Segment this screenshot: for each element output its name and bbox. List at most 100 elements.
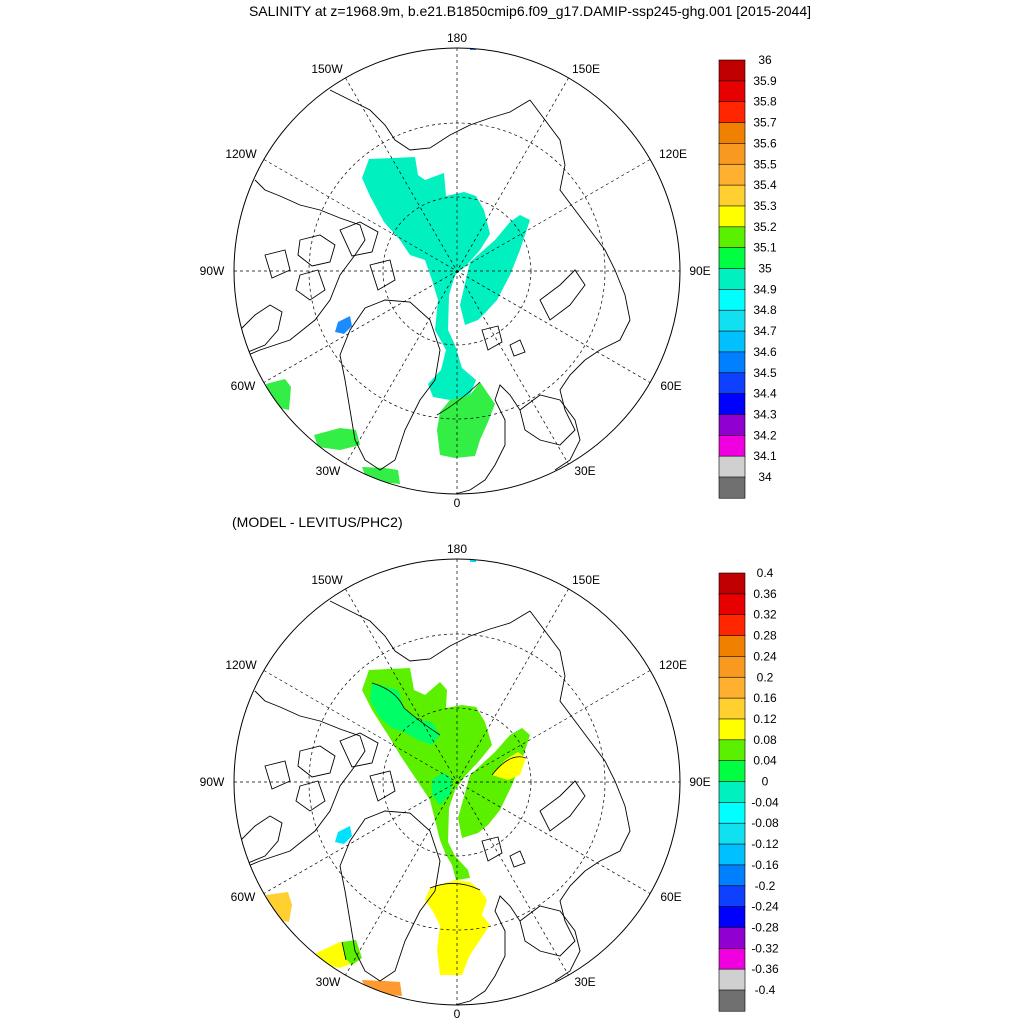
top-colorbar-swatch xyxy=(718,163,746,186)
bottom-colorbar-swatch xyxy=(718,697,746,720)
bottom-lon-120w: 120W xyxy=(225,658,257,672)
bottom-colorbar-swatch xyxy=(718,885,746,908)
bottom-lon-180: 180 xyxy=(447,542,467,556)
top-title: SALINITY at z=1968.9m, b.e21.B1850cmip6.… xyxy=(249,3,811,19)
top-colorbar-swatch xyxy=(718,476,746,499)
bottom-colorbar-label: 0.12 xyxy=(753,712,777,726)
bottom-lon-150w: 150W xyxy=(311,573,343,587)
top-colorbar-swatch xyxy=(718,247,746,270)
bottom-colorbar-swatch xyxy=(718,656,746,678)
bottom-colorbar-swatch xyxy=(718,802,746,824)
top-lon-150w: 150W xyxy=(311,62,343,76)
bottom-colorbar-label: -0.16 xyxy=(751,858,779,872)
bottom-colorbar-swatch xyxy=(718,614,746,637)
top-colorbar-label: 34 xyxy=(758,470,772,484)
top-colorbar-label: 34.5 xyxy=(753,366,777,380)
top-colorbar-swatch xyxy=(718,268,746,291)
bottom-coast-europe xyxy=(454,870,586,1005)
top-colorbar-swatch xyxy=(718,226,746,249)
top-field-central-arctic xyxy=(362,157,490,400)
top-lon-30w: 30W xyxy=(316,464,341,478)
bottom-colorbar-label: 0.28 xyxy=(753,629,777,643)
top-colorbar-swatch xyxy=(718,122,746,145)
bottom-colorbar-label: 0.16 xyxy=(753,691,777,705)
top-lon-150e: 150E xyxy=(572,62,600,76)
bottom-colorbar-swatch xyxy=(718,739,746,762)
bottom-colorbar-swatch xyxy=(718,989,746,1012)
bottom-title: (MODEL - LEVITUS/PHC2) xyxy=(232,514,403,530)
top-colorbar-label: 34.9 xyxy=(753,282,777,296)
top-colorbar-swatch xyxy=(718,205,746,228)
bottom-colorbar-label: -0.08 xyxy=(751,816,779,830)
bottom-colorbar-swatch xyxy=(718,718,746,741)
top-field-labrador xyxy=(266,379,291,410)
top-colorbar-label: 35.5 xyxy=(753,157,777,171)
top-colorbar-label: 35.9 xyxy=(753,74,777,88)
top-colorbar-label: 34.6 xyxy=(753,345,777,359)
bottom-colorbar-swatch xyxy=(718,947,746,970)
top-colorbar-swatch xyxy=(718,434,746,457)
bottom-colorbar-label: -0.28 xyxy=(751,920,779,934)
bottom-coast-scandinavia xyxy=(519,905,581,982)
bottom-map: 180 150E 120E 90E 60E 30E 0 30W 60W 90W … xyxy=(200,542,711,1021)
top-coast-novaya xyxy=(539,269,586,321)
top-coast-europe xyxy=(454,359,586,494)
bottom-coast-islands xyxy=(264,732,396,812)
top-graticule xyxy=(233,47,681,495)
top-colorbar-label: 34.3 xyxy=(753,407,777,421)
top-field-greenland-sea xyxy=(314,428,360,450)
top-coast-siberia xyxy=(529,99,631,361)
bottom-coast-siberia xyxy=(529,610,631,872)
bottom-colorbar-label: 0.24 xyxy=(753,649,777,663)
bottom-lon-30e: 30E xyxy=(574,975,595,989)
top-colorbar-label: 34.7 xyxy=(753,324,777,338)
top-colorbar-label: 35.1 xyxy=(753,241,777,255)
top-contour xyxy=(436,381,481,416)
top-colorbar-label: 36 xyxy=(758,53,772,67)
top-colorbar-swatch xyxy=(718,289,746,311)
top-colorbar-swatch xyxy=(718,351,746,374)
bottom-colorbar-swatch xyxy=(718,927,746,950)
bottom-colorbar-label: -0.04 xyxy=(751,795,779,809)
bottom-colorbar-swatch xyxy=(718,864,746,887)
top-colorbar-swatch xyxy=(718,455,746,478)
bottom-lon-labels: 180 150E 120E 90E 60E 30E 0 30W 60W 90W … xyxy=(200,542,711,1021)
bottom-field-baffin-cyan xyxy=(335,826,352,844)
bottom-colorbar-swatch xyxy=(718,781,746,804)
bottom-coast-alaska xyxy=(329,600,531,662)
bottom-colorbar-label: 0.36 xyxy=(753,587,777,601)
bottom-lon-60w: 60W xyxy=(231,890,256,904)
bottom-lon-60e: 60E xyxy=(660,890,681,904)
top-colorbar-swatch xyxy=(718,101,746,124)
top-lon-0: 0 xyxy=(454,496,461,510)
bottom-colorbar-label: -0.2 xyxy=(755,879,776,893)
bottom-field-green-light-2 xyxy=(432,772,452,805)
bottom-coast-greenland xyxy=(339,810,441,982)
bottom-coast-svalbard xyxy=(481,836,526,868)
bottom-coast-canada xyxy=(235,690,366,872)
top-lon-60e: 60E xyxy=(660,379,681,393)
bottom-colorbar-label: 0 xyxy=(762,775,769,789)
top-lon-180: 180 xyxy=(447,31,467,45)
bottom-colorbar-swatch xyxy=(718,635,746,658)
top-lon-60w: 60W xyxy=(231,379,256,393)
top-colorbar-swatch xyxy=(718,184,746,207)
top-colorbar-label: 35.8 xyxy=(753,95,777,109)
top-colorbar-swatch xyxy=(718,143,746,165)
top-field-eurasian-ridge xyxy=(460,215,530,325)
top-colorbar-label: 34.8 xyxy=(753,303,777,317)
bottom-colorbar-label: 0.32 xyxy=(753,608,777,622)
top-lon-120e: 120E xyxy=(659,147,687,161)
top-colorbar-swatch xyxy=(718,309,746,332)
top-lon-90w: 90W xyxy=(200,264,225,278)
bottom-lon-90e: 90E xyxy=(689,775,710,789)
top-coast-alaska xyxy=(329,89,531,151)
top-coast-greenland xyxy=(339,299,441,471)
top-colorbar-swatch xyxy=(718,59,746,82)
top-colorbar-swatch xyxy=(718,80,746,103)
bottom-colorbar-swatch xyxy=(718,968,746,991)
bottom-colorbar-label: 0.4 xyxy=(757,566,774,580)
top-colorbar: 36 35.9 35.8 35.7 35.6 35.5 35.4 35.3 35.2 35.1 35… xyxy=(718,53,777,499)
bottom-colorbar-label: 0.08 xyxy=(753,733,777,747)
